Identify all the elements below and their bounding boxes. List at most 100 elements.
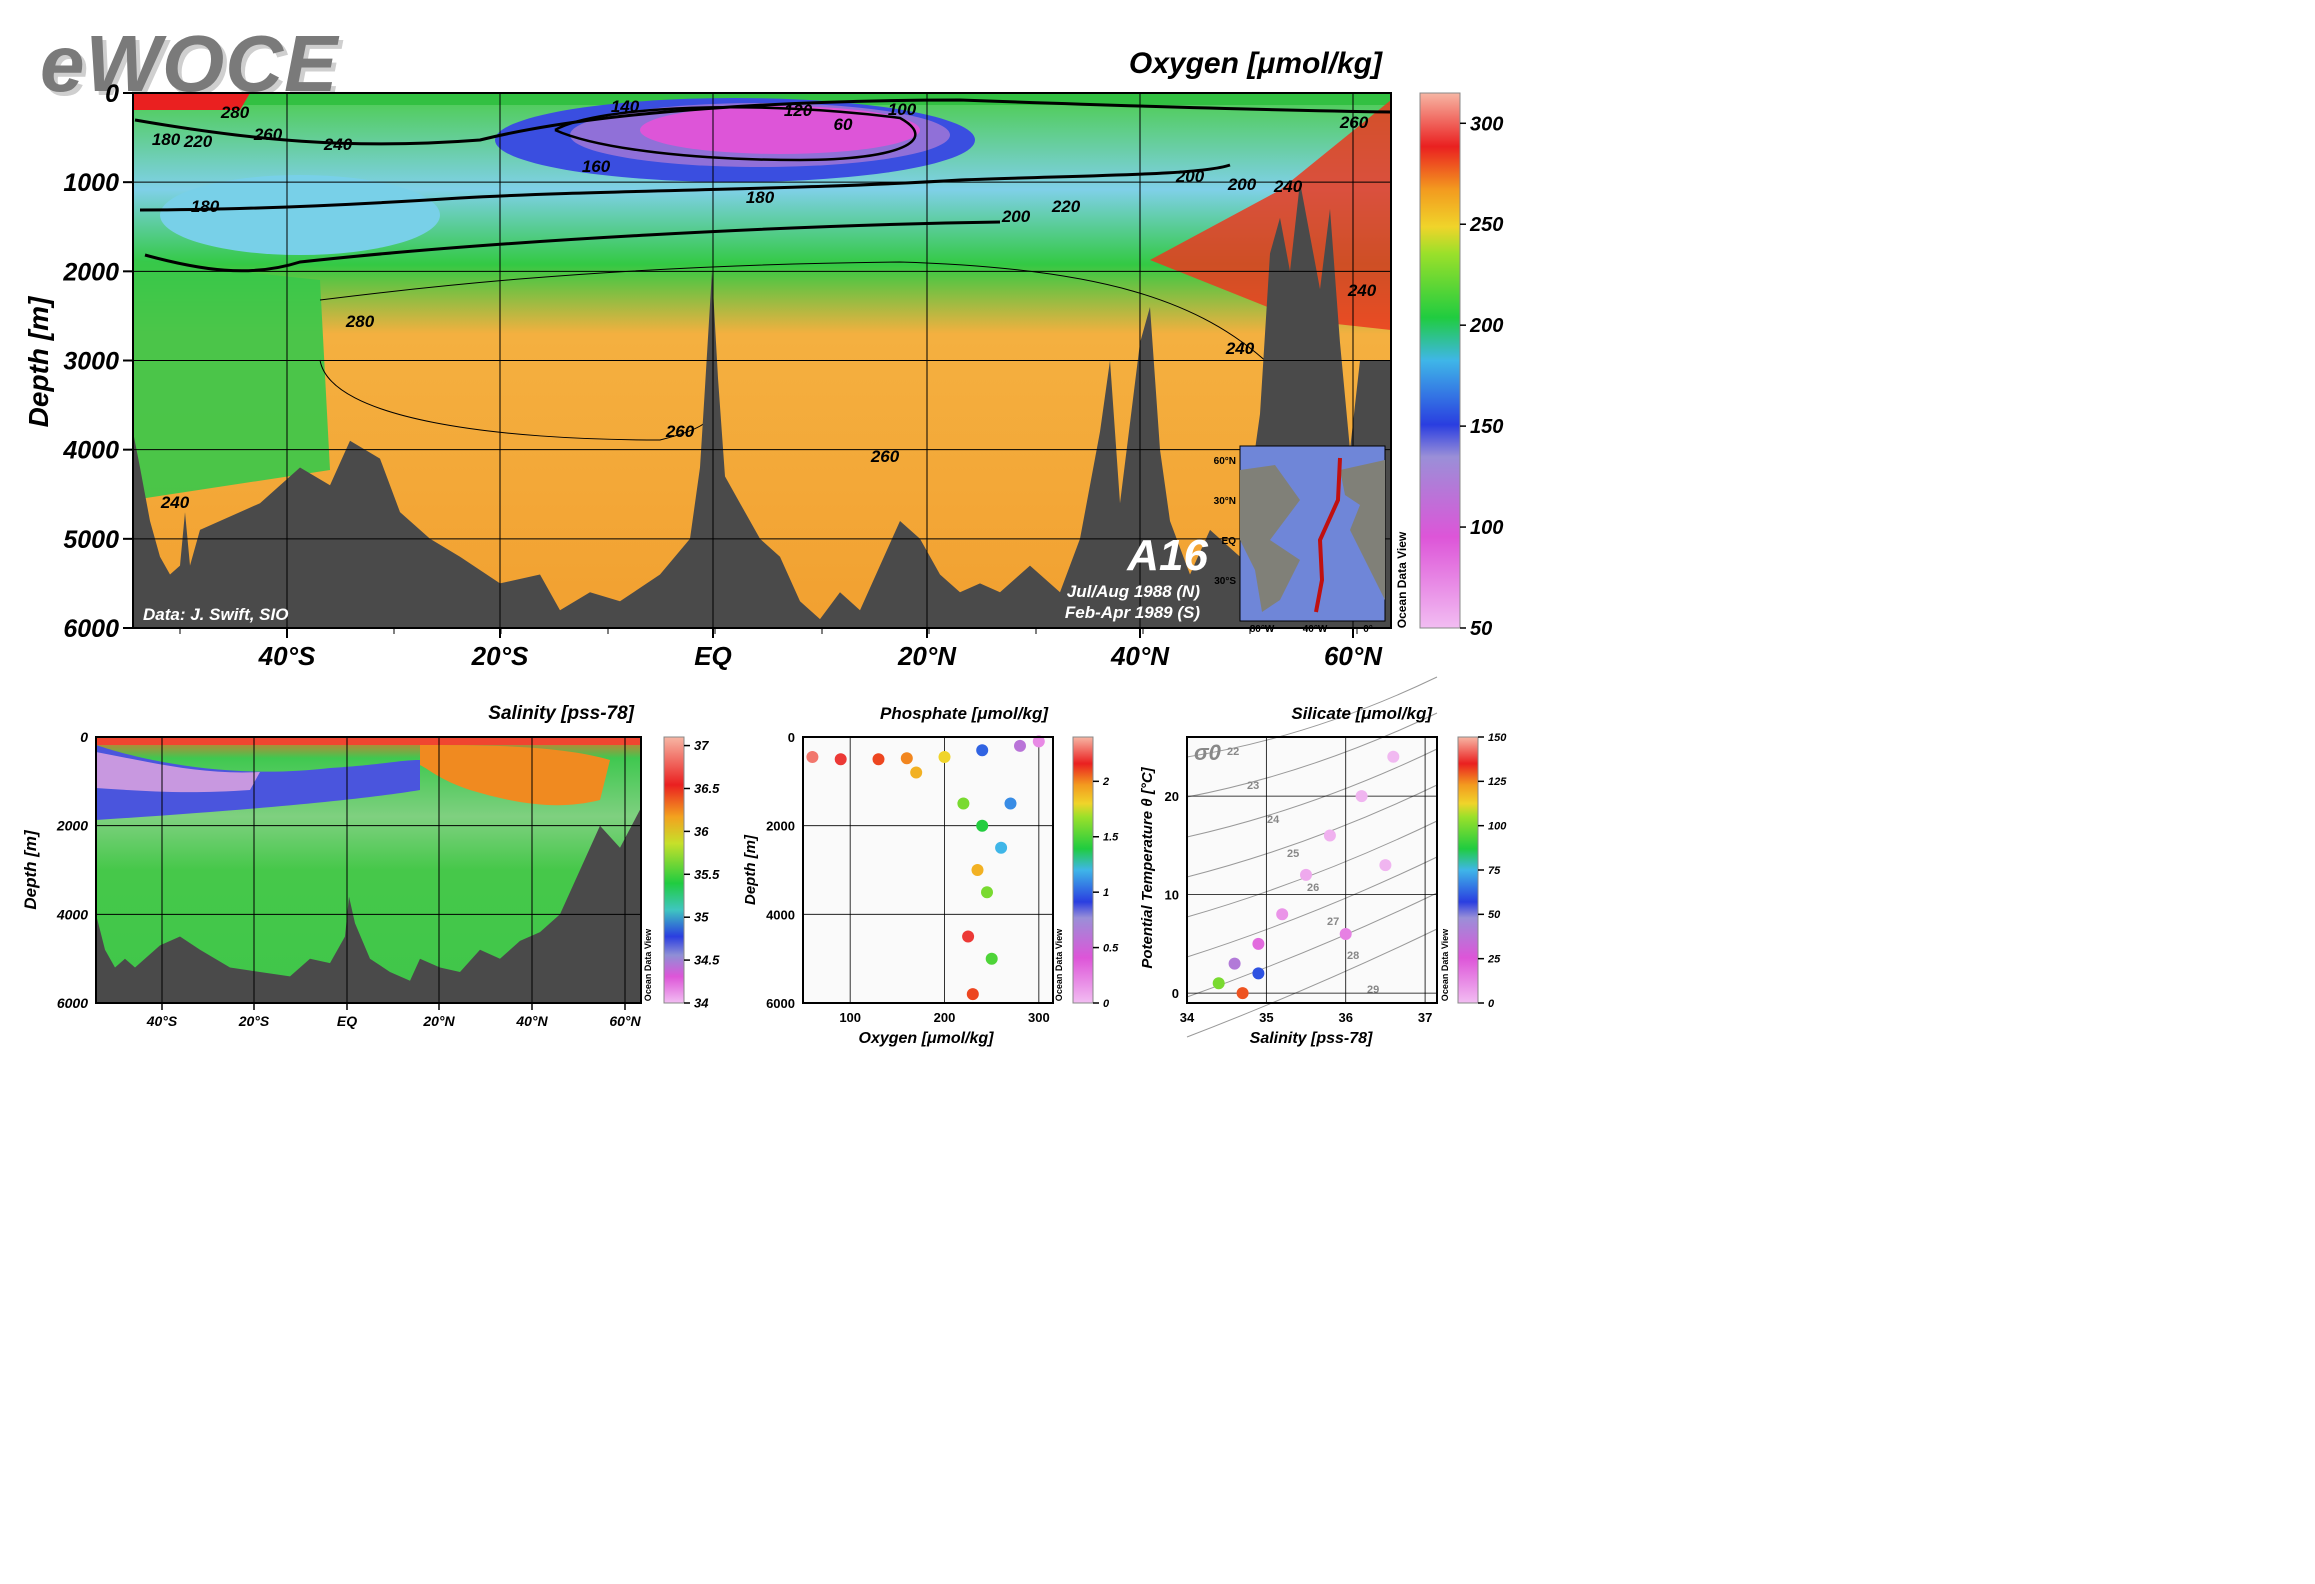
salinity-xtick-label: 40°N — [515, 1013, 548, 1029]
med-high-salinity — [420, 745, 610, 806]
phosphate-point — [1014, 739, 1026, 752]
silicate-colorbar-label: 50 — [1488, 909, 1501, 921]
oxygen-ytick-label: 1000 — [63, 169, 119, 197]
silicate-ts-plot: 22 23 24 25 26 27 28 29 34 35 36 37 0 10 20 — [1165, 676, 1438, 1038]
isopycnal-label: 25 — [1287, 848, 1299, 860]
silicate-colorbar-label: 0 — [1488, 998, 1495, 1010]
phosphate-title: Phosphate [μmol/kg] — [880, 704, 1049, 723]
phosphate-frame — [802, 736, 1054, 1004]
oxygen-contour-label: 200 — [1175, 167, 1205, 186]
salinity-colorbar-label: 35.5 — [694, 867, 720, 882]
contour-200-deep — [144, 220, 1001, 273]
oxygen-contour-label: 140 — [611, 97, 640, 116]
oxygen-colorbar-ramp — [1419, 92, 1461, 629]
inset-map: 60°N 30°N EQ 30°S 80°W 40°W 0° — [1214, 445, 1386, 635]
silicate-point — [1228, 957, 1241, 970]
inset-lat-eq: EQ — [1222, 536, 1237, 547]
omz-core — [640, 106, 920, 154]
silicate-colorbar: 150 125 100 75 50 25 0 — [1457, 732, 1507, 1010]
oxygen-ytick-label: 6000 — [63, 615, 119, 643]
silicate-point — [1339, 928, 1352, 940]
phosphate-colorbar-label: 0.5 — [1103, 942, 1119, 954]
contour-240 — [319, 261, 1271, 366]
oxygen-title: Oxygen [μmol/kg] — [1129, 47, 1383, 80]
oxygen-contour-label: 220 — [1051, 197, 1081, 216]
phosphate-colorbar-ramp — [1072, 736, 1094, 1004]
south-surface-high — [133, 93, 250, 110]
salinity-ytick-label: 6000 — [57, 995, 88, 1011]
oxygen-ylabel: Depth [m] — [23, 295, 54, 427]
odv-watermark-silicate: Ocean Data View — [1440, 928, 1450, 1001]
phosphate-colorbar-label: 2 — [1102, 776, 1109, 788]
odv-watermark-salinity: Ocean Data View — [643, 928, 653, 1001]
oxygen-contour-label: 200 — [1227, 175, 1257, 194]
silicate-colorbar-label: 150 — [1488, 732, 1507, 744]
salinity-title: Salinity [pss-78] — [488, 703, 634, 724]
silicate-ytick-label: 20 — [1165, 789, 1179, 804]
inset-lon-80w: 80°W — [1250, 624, 1275, 635]
silicate-plot-bg — [1187, 737, 1437, 1003]
phosphate-colorbar-label: 0 — [1103, 998, 1110, 1010]
phosphate-xtick-label: 200 — [934, 1010, 956, 1025]
silicate-point — [1379, 859, 1392, 872]
inset-lat-30n: 30°N — [1214, 496, 1236, 507]
isopycnal-label: 26 — [1307, 882, 1319, 894]
salinity-colorbar-ramp — [663, 736, 685, 1004]
phosphate-point — [900, 752, 913, 765]
oxygen-contour-label: 280 — [220, 103, 250, 122]
salinity-ytick-label: 2000 — [56, 818, 88, 834]
aaiw-core — [96, 752, 260, 793]
silicate-point — [1387, 750, 1400, 763]
silicate-point — [1212, 977, 1225, 990]
phosphate-ytick-label: 2000 — [766, 819, 795, 834]
oxygen-contour-label: 260 — [870, 447, 900, 466]
oxygen-contour-label: 160 — [582, 157, 611, 176]
oxygen-colorbar-label: 300 — [1470, 113, 1503, 135]
oxygen-xtick-label: 20°N — [897, 641, 957, 671]
isopycnal-line — [1186, 676, 1438, 758]
phosphate-ytick-label: 0 — [788, 730, 795, 745]
salinity-xtick-label: 60°N — [609, 1013, 641, 1029]
oxygen-contour-label: 260 — [1339, 113, 1369, 132]
isopycnal-label: 27 — [1327, 916, 1339, 928]
oxygen-xtick-label: EQ — [694, 641, 732, 671]
phosphate-point — [910, 766, 923, 779]
silicate-point — [1276, 908, 1289, 921]
oxygen-contour-label: 60 — [834, 115, 853, 134]
salinity-colorbar: 37 36.5 36 35.5 35 34.5 34 — [663, 736, 720, 1011]
phosphate-ylabel: Depth [m] — [742, 834, 759, 905]
aaiw-low-salinity — [96, 745, 420, 820]
isopycnal-line — [1186, 748, 1438, 838]
section-name: A16 — [1126, 531, 1208, 580]
phosphate-ytick-label: 4000 — [766, 907, 795, 922]
isopycnal-line — [1186, 784, 1438, 878]
isopycnal-label: 23 — [1247, 780, 1259, 792]
phosphate-xtick-label: 100 — [839, 1010, 861, 1025]
aaiw-tongue — [160, 175, 440, 255]
phosphate-point — [985, 952, 998, 965]
odv-watermark-main: Ocean Data View — [1395, 531, 1409, 628]
silicate-frame — [1186, 736, 1438, 1004]
oxygen-contour-label: 180 — [191, 197, 220, 216]
salinity-colorbar-label: 36.5 — [694, 781, 720, 796]
silicate-title: Silicate [μmol/kg] — [1291, 704, 1433, 723]
isopycnal-label: 22 — [1227, 746, 1239, 758]
oxygen-contour-label: 240 — [1347, 281, 1377, 300]
phosphate-point — [981, 886, 993, 899]
silicate-point — [1236, 987, 1249, 1000]
isopycnal-label: 24 — [1267, 814, 1280, 826]
salinity-colorbar-label: 36 — [694, 824, 709, 839]
phosphate-colorbar: 2 1.5 1 0.5 0 — [1072, 736, 1119, 1010]
phosphate-xtick-label: 300 — [1028, 1010, 1050, 1025]
phosphate-point — [834, 753, 847, 766]
oxygen-colorbar-label: 250 — [1469, 214, 1503, 236]
salinity-colorbar-label: 34 — [694, 996, 709, 1011]
south-deep-green — [133, 260, 330, 500]
isopycnal-line — [1186, 712, 1438, 798]
oxygen-contour-label: 240 — [323, 135, 353, 154]
silicate-ylabel: Potential Temperature θ [°C] — [1139, 766, 1156, 968]
silicate-xlabel: Salinity [pss-78] — [1250, 1030, 1373, 1047]
salinity-colorbar-label: 34.5 — [694, 953, 720, 968]
silicate-ytick-label: 10 — [1165, 888, 1179, 903]
oxygen-ytick-label: 4000 — [62, 437, 119, 465]
